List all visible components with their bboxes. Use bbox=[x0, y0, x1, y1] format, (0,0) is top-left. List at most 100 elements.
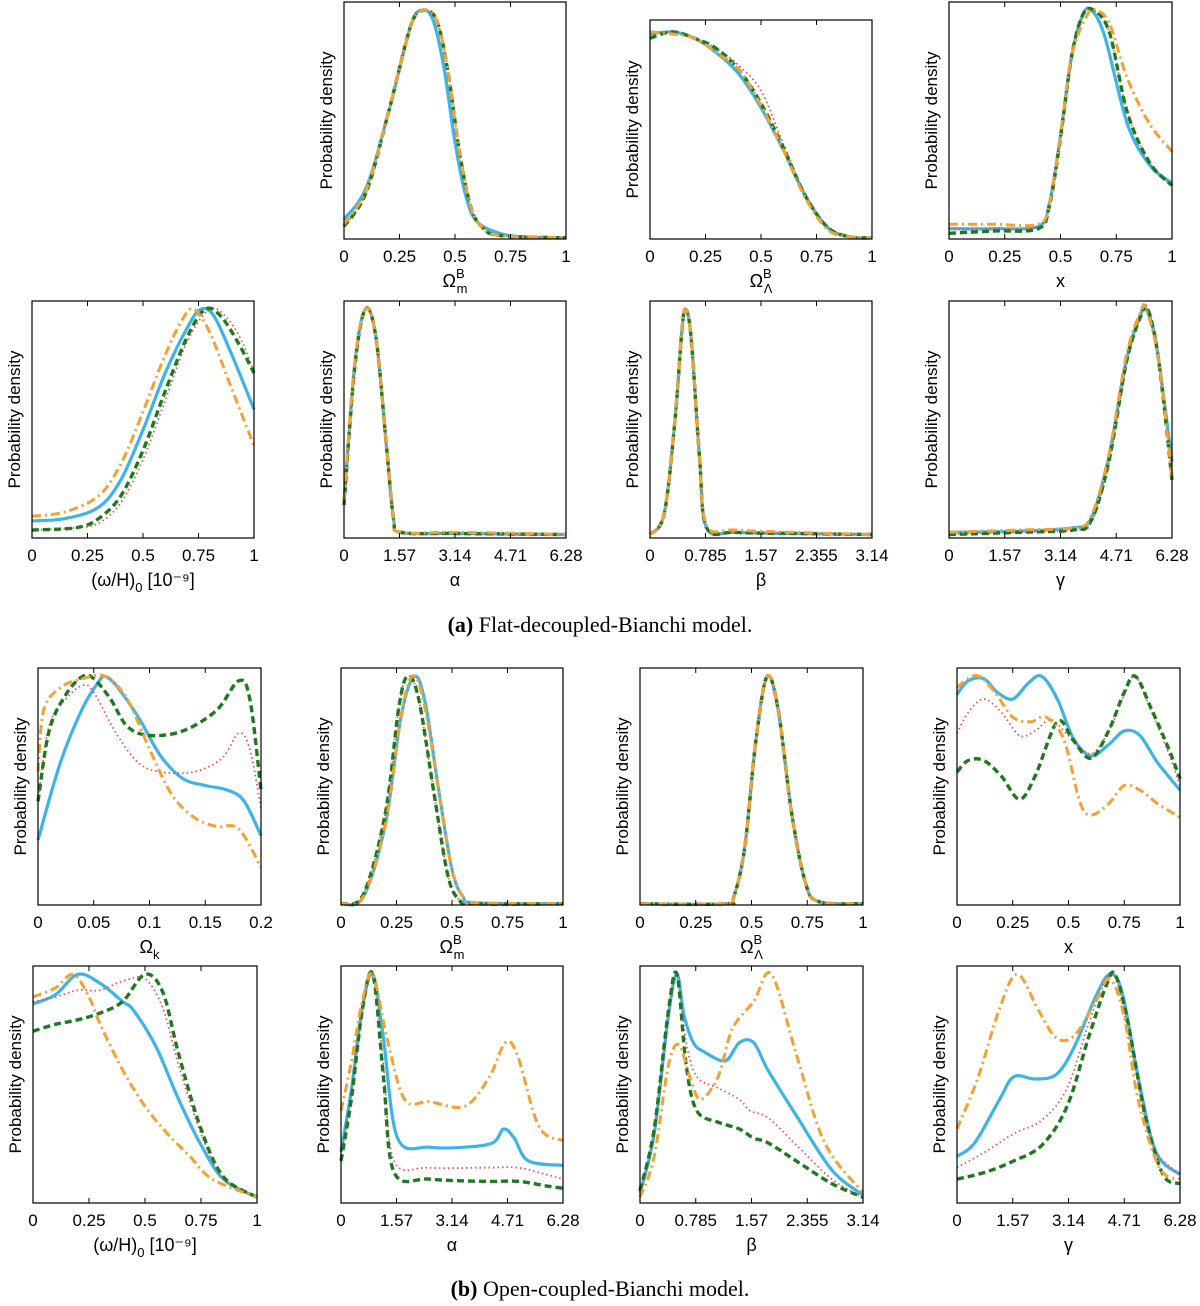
x-axis-label-a5: α bbox=[450, 570, 460, 590]
caption-a-text: Flat-decoupled-Bianchi model. bbox=[473, 612, 753, 637]
y-axis-label-a4: Probability density bbox=[5, 350, 24, 488]
x-tick-label-a4: 1 bbox=[249, 546, 258, 565]
x-tick-label-b2: 0.5 bbox=[440, 913, 464, 932]
x-tick-label-a5: 0 bbox=[339, 546, 348, 565]
x-tick-label-b2: 0.75 bbox=[491, 913, 524, 932]
panel-b7: 0 0.785 1.57 2.355 3.14 Probability density β bbox=[613, 965, 880, 1255]
series-line-b7-3 bbox=[638, 970, 864, 1199]
axes-box-b4 bbox=[956, 667, 1181, 906]
panel-b1: 0 0.05 0.1 0.15 0.2 Probability density Ωk bbox=[11, 667, 273, 962]
panel-a6: 0 0.785 1.57 2.355 3.14 Probability density β bbox=[623, 300, 889, 590]
x-tick-label-b2: 0 bbox=[336, 913, 345, 932]
x-tick-label-b2: 1 bbox=[558, 913, 567, 932]
x-tick-label-a2: 1 bbox=[867, 247, 876, 266]
x-tick-label-a3: 0.25 bbox=[988, 247, 1021, 266]
series-line-a3-2 bbox=[948, 7, 1173, 230]
x-tick-label-a7: 4.71 bbox=[1100, 546, 1133, 565]
x-axis-label-main: Ω bbox=[750, 271, 763, 291]
y-axis-label-a1: Probability density bbox=[317, 51, 336, 189]
x-tick-label-b4: 0.75 bbox=[1108, 913, 1141, 932]
axes-box-b8 bbox=[956, 965, 1181, 1204]
x-tick-label-b3: 0.25 bbox=[679, 913, 712, 932]
series-line-a1-4 bbox=[342, 8, 567, 240]
x-tick-label-a6: 0.785 bbox=[684, 546, 727, 565]
x-axis-label-a7: γ bbox=[1056, 570, 1065, 590]
x-axis-label-b6: α bbox=[447, 1235, 457, 1255]
series-line-b5-2 bbox=[32, 976, 258, 1199]
axes-box-a4 bbox=[31, 300, 255, 539]
x-axis-label-main: Ω bbox=[740, 937, 753, 957]
x-tick-label-b8: 3.14 bbox=[1052, 1211, 1085, 1230]
axes-box-a3 bbox=[948, 1, 1173, 240]
panel-b6: 0 1.57 3.14 4.71 6.28 Probability density α bbox=[314, 965, 580, 1255]
series-line-a7-3 bbox=[948, 304, 1174, 537]
x-tick-label-b6: 3.14 bbox=[435, 1211, 468, 1230]
x-tick-label-a6: 2.355 bbox=[795, 546, 838, 565]
panel-b3: 0 0.25 0.5 0.75 1 Probability density ΩB Λ bbox=[613, 667, 868, 962]
x-axis-label-main: x bbox=[1056, 271, 1065, 291]
series-line-b4-3 bbox=[955, 674, 1182, 801]
series-line-b8-1 bbox=[956, 972, 1182, 1176]
x-tick-label-b7: 0.785 bbox=[674, 1211, 717, 1230]
x-axis-label-b1: Ωk bbox=[140, 937, 160, 962]
x-axis-label-main: β bbox=[746, 1235, 756, 1255]
x-tick-label-b8: 0 bbox=[952, 1211, 961, 1230]
x-tick-label-b4: 0.25 bbox=[996, 913, 1029, 932]
x-tick-label-b7: 0 bbox=[635, 1211, 644, 1230]
series-line-b8-4 bbox=[955, 972, 1181, 1181]
x-axis-label-sub: m bbox=[457, 281, 468, 296]
x-axis-label-b7: β bbox=[746, 1235, 756, 1255]
series-line-b5-1 bbox=[32, 972, 258, 1199]
x-tick-label-a2: 0 bbox=[645, 247, 654, 266]
x-axis-label-main: Ω bbox=[440, 937, 453, 957]
panel-a7: 0 1.57 3.14 4.71 6.28 Probability density γ bbox=[922, 300, 1189, 590]
series-line-a6-2 bbox=[649, 308, 873, 536]
x-tick-label-a5: 1.57 bbox=[383, 546, 416, 565]
x-axis-label-b8: γ bbox=[1064, 1235, 1073, 1255]
series-line-b4-1 bbox=[955, 674, 1182, 792]
y-axis-label-b3: Probability density bbox=[613, 717, 632, 855]
x-tick-label-a7: 3.14 bbox=[1044, 546, 1077, 565]
y-axis-label-b5: Probability density bbox=[6, 1015, 25, 1153]
x-axis-label-main: (ω/H) bbox=[91, 570, 135, 590]
series-line-a7-4 bbox=[948, 303, 1174, 534]
y-axis-label-b8: Probability density bbox=[930, 1015, 949, 1153]
series-line-b2-3 bbox=[340, 674, 564, 907]
x-tick-label-a6: 1.57 bbox=[744, 546, 777, 565]
x-tick-label-a2: 0.25 bbox=[689, 247, 722, 266]
x-axis-label-main: Ω bbox=[140, 937, 153, 957]
x-axis-label-sub: 0 bbox=[135, 580, 142, 595]
series-line-a2-2 bbox=[649, 30, 873, 239]
series-line-b5-4 bbox=[32, 972, 258, 1199]
series-line-a2-3 bbox=[649, 30, 873, 240]
x-tick-label-b3: 0 bbox=[635, 913, 644, 932]
x-tick-label-a4: 0 bbox=[27, 546, 36, 565]
x-tick-label-b6: 1.57 bbox=[380, 1211, 413, 1230]
x-axis-label-a3: x bbox=[1056, 271, 1065, 291]
caption-b-text: Open-coupled-Bianchi model. bbox=[477, 1276, 750, 1301]
panel-a1: 0 0.25 0.5 0.75 1 Probability density ΩB m bbox=[317, 1, 571, 296]
x-axis-label-sup: B bbox=[456, 266, 465, 281]
series-line-b8-3 bbox=[956, 970, 1181, 1186]
x-tick-label-a3: 0 bbox=[944, 247, 953, 266]
x-tick-label-a5: 3.14 bbox=[438, 546, 471, 565]
series-line-a3-3 bbox=[948, 6, 1174, 235]
x-axis-label-sub: 0 bbox=[137, 1245, 144, 1260]
series-line-a5-4 bbox=[342, 306, 567, 536]
series-line-a6-4 bbox=[648, 307, 873, 536]
x-axis-label-main: β bbox=[756, 570, 766, 590]
series-line-b6-4 bbox=[339, 971, 564, 1142]
series-line-b7-1 bbox=[638, 972, 865, 1197]
series-line-a6-3 bbox=[648, 307, 873, 537]
x-axis-label-main: α bbox=[447, 1235, 457, 1255]
x-tick-label-a3: 0.5 bbox=[1049, 247, 1073, 266]
x-tick-label-b1: 0.1 bbox=[138, 913, 162, 932]
x-tick-label-a7: 1.57 bbox=[988, 546, 1021, 565]
x-tick-label-b3: 0.5 bbox=[740, 913, 764, 932]
x-tick-label-b5: 0.5 bbox=[133, 1211, 157, 1230]
x-tick-label-b1: 0.15 bbox=[189, 913, 222, 932]
caption-b: (b) Open-coupled-Bianchi model. bbox=[0, 1276, 1200, 1302]
x-axis-label-a4: (ω/H)0 [10⁻⁹] bbox=[91, 570, 195, 595]
